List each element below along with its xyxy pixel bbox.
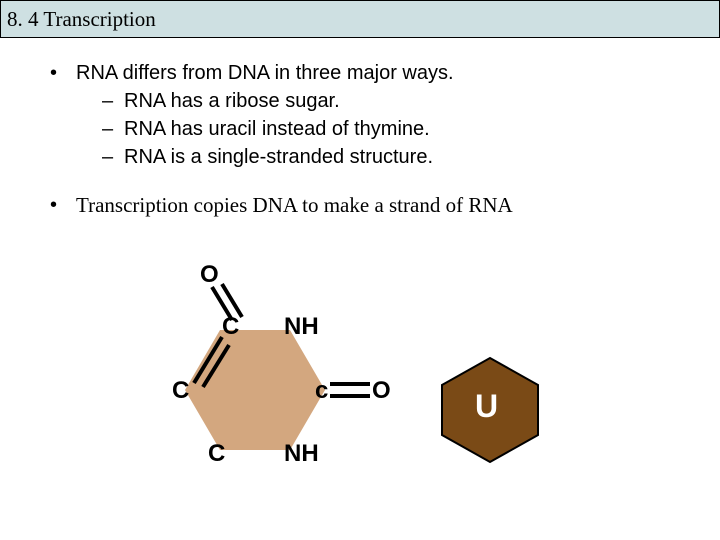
atom-c1: C [222, 313, 239, 341]
atom-nh1: NH [284, 313, 319, 341]
bullet-main-2: • Transcription copies DNA to make a str… [10, 192, 710, 218]
atom-o-right: O [372, 377, 391, 405]
section-title-bar: 8. 4 Transcription [0, 0, 720, 38]
bullet-sub-3: – RNA is a single-stranded structure. [10, 144, 710, 170]
atom-c4: c [315, 377, 328, 405]
uracil-letter: U [475, 388, 498, 425]
uracil-structure-diagram: O O C NH c NH C C [150, 265, 410, 505]
bullet-dot-icon: • [50, 192, 76, 218]
bullet-dash-icon: – [102, 88, 124, 114]
atom-nh2: NH [284, 440, 319, 468]
bullet-main-2-text: Transcription copies DNA to make a stran… [76, 192, 513, 218]
bullet-sub-1: – RNA has a ribose sugar. [10, 88, 710, 114]
section-title: 8. 4 Transcription [7, 7, 156, 32]
bullet-sub-1-text: RNA has a ribose sugar. [124, 88, 340, 114]
bullet-sub-3-text: RNA is a single-stranded structure. [124, 144, 433, 170]
atom-o-top: O [200, 261, 219, 289]
bullet-main-1-text: RNA differs from DNA in three major ways… [76, 60, 454, 86]
bullet-sub-2: – RNA has uracil instead of thymine. [10, 116, 710, 142]
atom-c3: C [208, 440, 225, 468]
bullet-dot-icon: • [50, 60, 76, 86]
bullet-sub-2-text: RNA has uracil instead of thymine. [124, 116, 430, 142]
bullet-dash-icon: – [102, 116, 124, 142]
diagram-area: O O C NH c NH C C U [130, 265, 610, 525]
atom-c2: C [172, 377, 189, 405]
bullet-dash-icon: – [102, 144, 124, 170]
bullet-main-1: • RNA differs from DNA in three major wa… [10, 60, 710, 86]
content-area: • RNA differs from DNA in three major wa… [0, 38, 720, 218]
hex-ring-icon [185, 330, 325, 450]
